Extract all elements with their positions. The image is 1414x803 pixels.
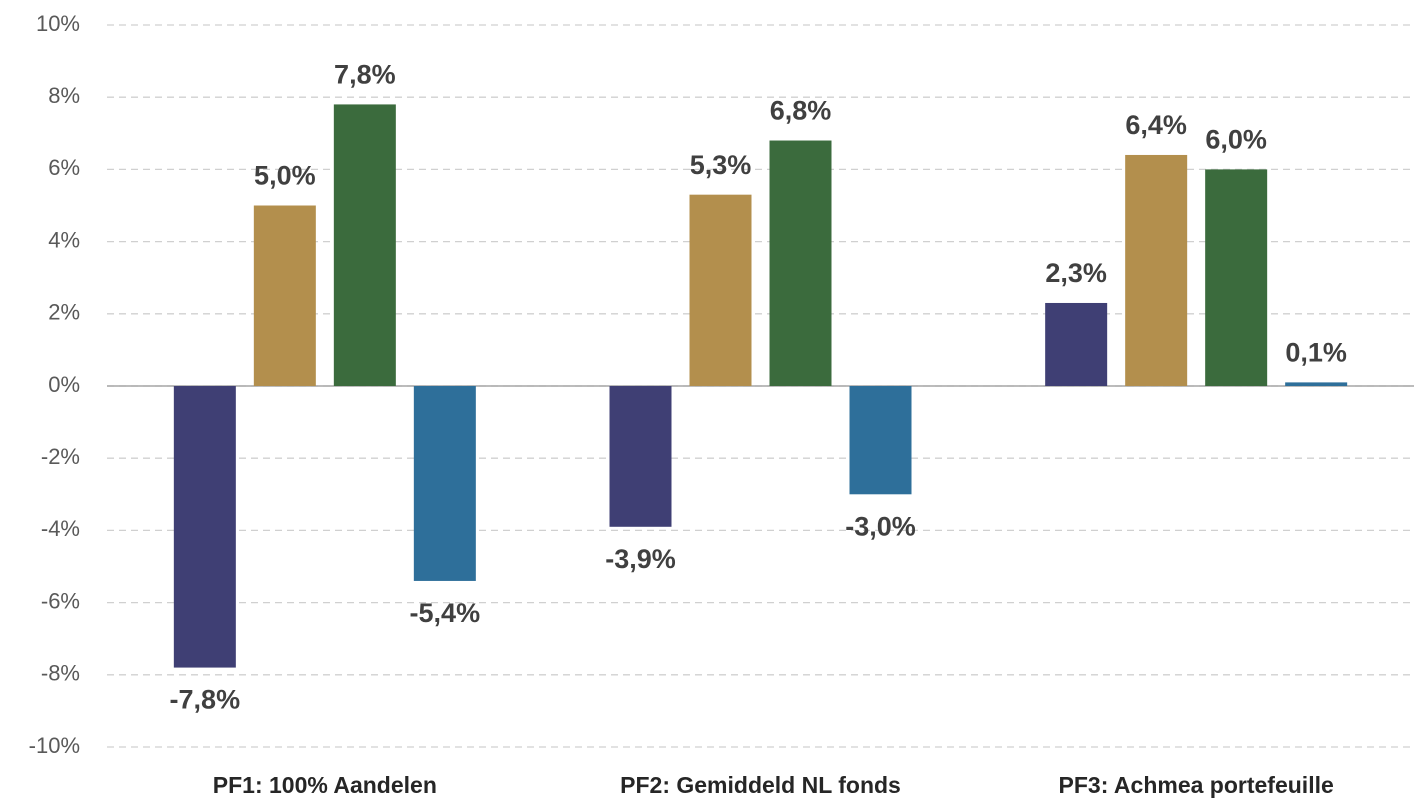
data-label: 5,0%	[254, 161, 316, 191]
y-tick-label: 4%	[48, 227, 80, 252]
y-tick-label: 2%	[48, 300, 80, 325]
bar	[1285, 382, 1348, 386]
y-tick-label: -4%	[41, 516, 80, 541]
data-label: 0,1%	[1285, 338, 1347, 368]
data-label: -3,9%	[605, 544, 676, 574]
y-tick-label: -6%	[41, 588, 80, 613]
x-tick-label: PF2: Gemiddeld NL fonds	[620, 772, 901, 798]
data-label: 6,0%	[1205, 125, 1267, 155]
y-tick-label: -8%	[41, 661, 80, 686]
bar	[1205, 169, 1268, 386]
data-label: 7,8%	[334, 60, 396, 90]
y-tick-label: 10%	[36, 11, 80, 36]
y-tick-label: -2%	[41, 444, 80, 469]
bar	[689, 194, 752, 386]
data-label: 6,4%	[1125, 110, 1187, 140]
bar	[173, 386, 236, 668]
bar	[413, 386, 476, 581]
data-label: 6,8%	[770, 96, 832, 126]
data-label: -7,8%	[170, 685, 241, 715]
bar	[333, 104, 396, 387]
data-label: -3,0%	[845, 511, 916, 541]
bar	[849, 386, 912, 495]
bar	[253, 205, 316, 386]
y-tick-label: -10%	[29, 733, 80, 758]
bar	[1125, 154, 1188, 386]
data-label: 2,3%	[1045, 258, 1107, 288]
data-label: 5,3%	[690, 150, 752, 180]
x-tick-label: PF3: Achmea portefeuille	[1059, 772, 1334, 798]
bar	[769, 140, 832, 386]
bar	[609, 386, 672, 527]
y-tick-label: 6%	[48, 155, 80, 180]
y-tick-label: 8%	[48, 83, 80, 108]
data-label: -5,4%	[410, 598, 481, 628]
bar	[1045, 302, 1108, 386]
y-tick-label: 0%	[48, 372, 80, 397]
x-tick-label: PF1: 100% Aandelen	[213, 772, 437, 798]
